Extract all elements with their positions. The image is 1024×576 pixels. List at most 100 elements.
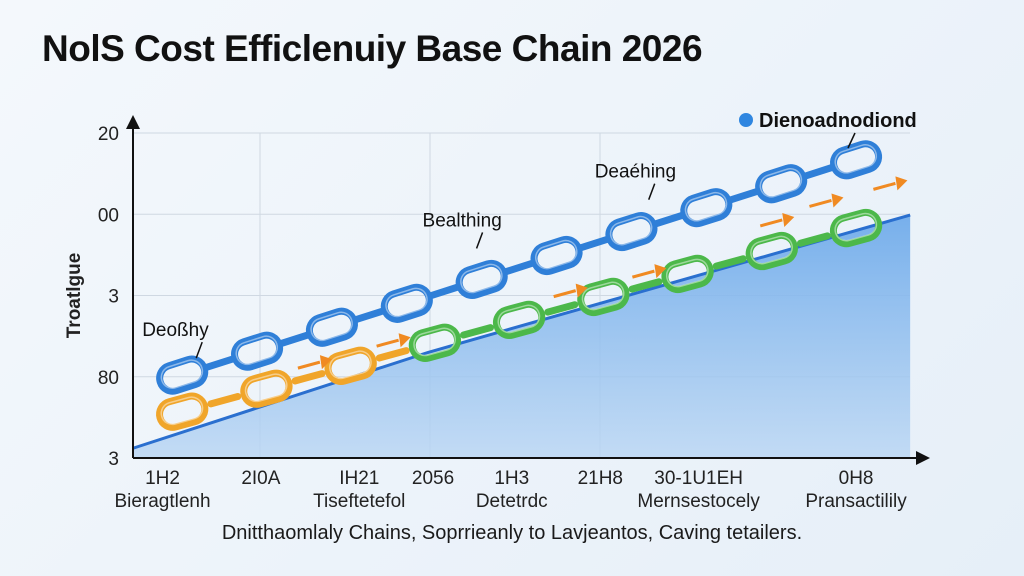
chain-link-highlight bbox=[244, 373, 288, 403]
chain-connector bbox=[207, 393, 242, 408]
chain-connector bbox=[375, 347, 410, 362]
chain-link bbox=[455, 259, 508, 299]
chain-connector bbox=[352, 307, 387, 324]
chain-link bbox=[408, 323, 462, 362]
legend-label: Dienoadnodiond bbox=[759, 110, 917, 132]
annotation-label: Bealthing bbox=[423, 210, 502, 231]
chain-link bbox=[156, 355, 209, 395]
x-tick-label: 2056 bbox=[412, 468, 454, 489]
x-category-label: Tiseftetefol bbox=[313, 491, 405, 512]
trend-arrow-shaft bbox=[376, 338, 400, 348]
chain-link-highlight bbox=[235, 335, 279, 366]
chain-connector bbox=[202, 355, 237, 371]
trend-arrow-shaft bbox=[553, 289, 577, 299]
chain-connector bbox=[577, 235, 611, 252]
annotation-label: Deoßhy bbox=[142, 320, 209, 341]
chain-link bbox=[605, 212, 658, 252]
chain-link-highlight bbox=[834, 212, 878, 242]
chain-connector bbox=[544, 301, 579, 316]
chain-link bbox=[530, 235, 583, 276]
chain-link bbox=[661, 254, 714, 294]
chain-link bbox=[680, 188, 733, 228]
chain-link-highlight bbox=[160, 359, 204, 389]
trend-arrow-head bbox=[654, 264, 667, 279]
chart-title: NolS Cost Efficlenuiy Base Chain 2026 bbox=[42, 28, 703, 69]
chain-link-highlight bbox=[684, 191, 728, 222]
annotation-pointer bbox=[475, 232, 484, 249]
chain-link-highlight bbox=[759, 167, 803, 198]
chain-link bbox=[492, 300, 546, 340]
trend-arrow-head bbox=[895, 176, 908, 191]
chain-connector bbox=[652, 211, 686, 228]
chain-connector bbox=[277, 331, 312, 348]
x-category-label: Mernsestocely bbox=[637, 491, 760, 512]
x-category-label: Detetrdc bbox=[476, 491, 548, 512]
chain-link bbox=[380, 283, 433, 323]
chain-connector bbox=[459, 324, 495, 339]
chain-connector bbox=[796, 232, 831, 247]
trend-arrow-head bbox=[782, 212, 795, 227]
y-tick-label: 00 bbox=[98, 205, 119, 226]
chain-link bbox=[829, 208, 883, 248]
chain-connector bbox=[427, 283, 462, 300]
legend-marker bbox=[739, 113, 753, 127]
y-tick-label: 3 bbox=[108, 449, 119, 470]
chain-link-highlight bbox=[328, 350, 372, 380]
legend-pointer bbox=[847, 132, 856, 149]
chain-link-highlight bbox=[609, 215, 653, 246]
chain-link-highlight bbox=[581, 281, 625, 311]
trend-arrow-head bbox=[575, 283, 588, 298]
chain-connector bbox=[712, 255, 747, 270]
x-tick-label: 1H3 bbox=[494, 468, 529, 489]
x-category-label: Pransactilily bbox=[805, 491, 907, 512]
chain-connector bbox=[502, 259, 536, 276]
chain-link bbox=[830, 140, 883, 180]
chain-link-highlight bbox=[497, 304, 541, 334]
x-tick-label: 1H2 bbox=[145, 468, 180, 489]
annotation-label: Deaéhing bbox=[595, 162, 676, 183]
trend-arrow-shaft bbox=[631, 269, 655, 279]
area-fill bbox=[133, 215, 911, 458]
chain-link bbox=[231, 331, 284, 371]
chain-link-highlight bbox=[534, 239, 578, 270]
chain-link-highlight bbox=[665, 258, 709, 288]
chain-link-highlight bbox=[460, 263, 503, 294]
y-tick-label: 3 bbox=[108, 287, 119, 308]
chain-link-highlight bbox=[385, 287, 428, 318]
chain-link-highlight bbox=[310, 311, 353, 342]
x-category-label: Bieragtlenh bbox=[114, 491, 210, 512]
chain-link-highlight bbox=[750, 235, 793, 265]
trend-arrow-shaft bbox=[297, 360, 321, 370]
x-tick-label: 30-1U1EH bbox=[654, 468, 743, 489]
trend-arrow-head bbox=[319, 355, 332, 370]
chain-connector bbox=[801, 164, 836, 180]
trend-arrow-shaft bbox=[873, 181, 896, 191]
chain-link-highlight bbox=[160, 396, 204, 426]
annotation-pointer bbox=[195, 341, 203, 359]
annotation-pointer bbox=[648, 183, 656, 200]
x-tick-label: IH21 bbox=[339, 468, 379, 489]
trend-arrow-head bbox=[398, 333, 411, 348]
chain-link bbox=[745, 231, 798, 271]
trend-arrow-head bbox=[831, 193, 844, 208]
y-axis-arrow-icon bbox=[126, 115, 140, 129]
y-axis-label: Troatlgue bbox=[64, 253, 85, 339]
chain-link bbox=[577, 277, 630, 317]
trend-arrow-shaft bbox=[809, 198, 832, 208]
trend-arrow-shaft bbox=[759, 218, 783, 228]
y-tick-label: 20 bbox=[98, 124, 119, 145]
x-tick-label: 2I0A bbox=[241, 468, 280, 489]
chain-link-highlight bbox=[834, 144, 878, 174]
chain-link bbox=[324, 346, 377, 385]
chain-connector bbox=[628, 278, 663, 293]
chain-link-highlight bbox=[413, 327, 457, 357]
y-tick-label: 80 bbox=[98, 368, 119, 389]
chain-link bbox=[240, 369, 293, 408]
chain-connector bbox=[291, 370, 326, 385]
x-axis-arrow-icon bbox=[916, 451, 930, 465]
x-tick-label: 0H8 bbox=[839, 468, 874, 489]
chain-link bbox=[305, 307, 358, 347]
chain-connector bbox=[726, 187, 761, 204]
x-tick-label: 21H8 bbox=[578, 468, 623, 489]
